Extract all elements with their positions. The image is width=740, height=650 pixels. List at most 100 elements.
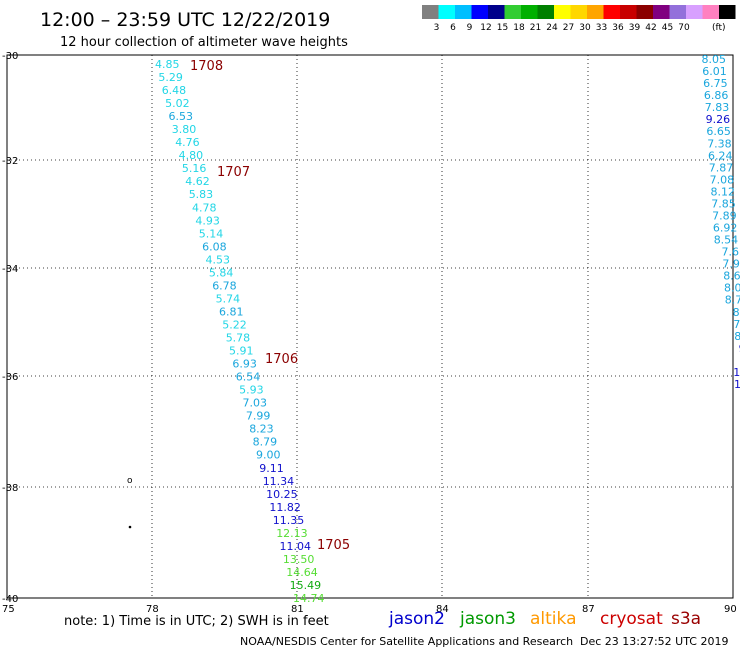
wave-height-label: 8.23 — [249, 423, 274, 436]
wave-height-label: 4.93 — [195, 214, 220, 227]
cycle-label: 1705 — [317, 538, 350, 553]
wave-height-label: 5.93 — [239, 384, 264, 397]
color-swatch — [570, 5, 587, 19]
wave-height-label: 4.62 — [185, 175, 210, 188]
wave-height-label: 6.54 — [236, 371, 260, 384]
color-swatch — [471, 5, 488, 19]
x-tick-label: 87 — [582, 604, 595, 615]
wave-height-label: 9.00 — [256, 449, 281, 462]
color-swatch — [653, 5, 670, 19]
wave-height-label: 8.05 — [702, 53, 727, 66]
wave-height-label: 6.92 — [713, 222, 738, 235]
color-scale-label: 30 — [579, 23, 591, 33]
wave-height-label: 8. — [733, 306, 740, 319]
wave-height-label: 11.82 — [269, 501, 301, 514]
color-swatch — [587, 5, 604, 19]
island-marker: o — [127, 476, 133, 486]
wave-height-label: 7.03 — [243, 397, 268, 410]
wave-height-label: 6.78 — [212, 279, 237, 292]
wave-height-label: 5.29 — [158, 71, 183, 84]
wave-height-label: 8.79 — [253, 436, 278, 449]
y-tick-label: -34 — [2, 264, 18, 275]
wave-height-label: 4.85 — [155, 58, 180, 71]
legend-jason2: jason2 — [388, 609, 445, 629]
wave-height-label: 7.99 — [246, 410, 271, 423]
color-scale-label: 15 — [497, 23, 508, 33]
wave-height-label: 8.54 — [714, 234, 739, 247]
track-main: 4.855.296.485.026.533.804.764.805.164.62… — [155, 58, 325, 605]
legend-altika: altika — [530, 609, 577, 629]
color-swatch — [686, 5, 703, 19]
color-swatch — [422, 5, 439, 19]
wave-height-label: 5.16 — [182, 162, 207, 175]
wave-height-label: 8.12 — [711, 185, 736, 198]
wave-height-label: 4.80 — [179, 149, 204, 162]
wave-height-label: 7.89 — [712, 210, 737, 223]
color-scale-label: 3 — [434, 23, 440, 33]
color-swatch — [636, 5, 653, 19]
color-scale-label: 6 — [450, 23, 456, 33]
color-scale-label: 27 — [563, 23, 574, 33]
wave-height-label: 7.83 — [705, 101, 730, 114]
wave-height-label: 11.34 — [263, 475, 295, 488]
wave-height-label: 10 — [734, 378, 740, 391]
wave-height-label: 4.78 — [192, 201, 217, 214]
wave-height-label: 5.83 — [189, 188, 214, 201]
wave-height-label: 7.38 — [707, 137, 732, 150]
cycle-label: 1707 — [217, 165, 250, 180]
wave-height-label: 6.01 — [702, 65, 727, 78]
color-scale-label: 70 — [678, 23, 690, 33]
color-swatch — [554, 5, 571, 19]
wave-height-label: 10 — [733, 366, 740, 379]
y-tick-label: -30 — [2, 51, 18, 62]
cycle-label: 1706 — [265, 352, 298, 367]
color-scale-label: 39 — [629, 23, 641, 33]
wave-height-label: 8.0 — [724, 282, 740, 295]
wave-height-label: 6.53 — [169, 110, 194, 123]
wave-height-label: 5.02 — [165, 97, 190, 110]
y-tick-label: -32 — [2, 156, 18, 167]
x-tick-label: 75 — [2, 604, 15, 615]
cycle-label: 1708 — [190, 59, 223, 74]
note-text: note: 1) Time is in UTC; 2) SWH is in fe… — [64, 614, 329, 629]
wave-height-label: 7.85 — [711, 197, 736, 210]
wave-height-label: 14.64 — [286, 566, 318, 579]
color-scale-label: 45 — [662, 23, 673, 33]
color-scale-unit: (ft) — [712, 23, 726, 33]
wave-height-label: 6.48 — [162, 84, 187, 97]
wave-height-label: 3.80 — [172, 123, 197, 136]
color-swatch — [504, 5, 521, 19]
color-swatch — [521, 5, 538, 19]
wave-height-label: 7.08 — [710, 173, 735, 186]
y-tick-label: -40 — [2, 594, 18, 605]
wave-height-label: 9 — [739, 342, 740, 355]
color-swatch — [488, 5, 505, 19]
color-scale-label: 42 — [645, 23, 656, 33]
wave-height-label: 5.14 — [199, 227, 224, 240]
wave-height-label: 6.08 — [202, 240, 227, 253]
color-swatch — [620, 5, 637, 19]
color-scale-label: 36 — [612, 23, 624, 33]
color-scale-label: 21 — [530, 23, 541, 33]
wave-height-label: 9.26 — [706, 113, 731, 126]
wave-height-label: 8. — [734, 330, 740, 343]
wave-height-label: 6.93 — [232, 358, 257, 371]
legend-jason3: jason3 — [459, 609, 516, 629]
color-swatch — [537, 5, 554, 19]
wave-height-label: 13.50 — [283, 553, 315, 566]
x-tick-label: 78 — [146, 604, 159, 615]
x-tick-label: 81 — [291, 604, 304, 615]
wave-height-label: 9.11 — [259, 462, 284, 475]
wave-height-label: 12.13 — [276, 527, 308, 540]
wave-height-label: 7.9 — [722, 258, 740, 271]
color-swatch — [455, 5, 472, 19]
color-swatch — [702, 5, 719, 19]
grid — [7, 55, 733, 598]
wave-height-label: 5.84 — [209, 266, 234, 279]
wave-height-label: 10.25 — [266, 488, 298, 501]
color-swatch — [719, 5, 736, 19]
track-right: 8.056.016.756.867.839.266.657.386.247.87… — [702, 53, 740, 391]
wave-height-label: 11.04 — [280, 540, 312, 553]
x-tick-label: 84 — [436, 604, 449, 615]
